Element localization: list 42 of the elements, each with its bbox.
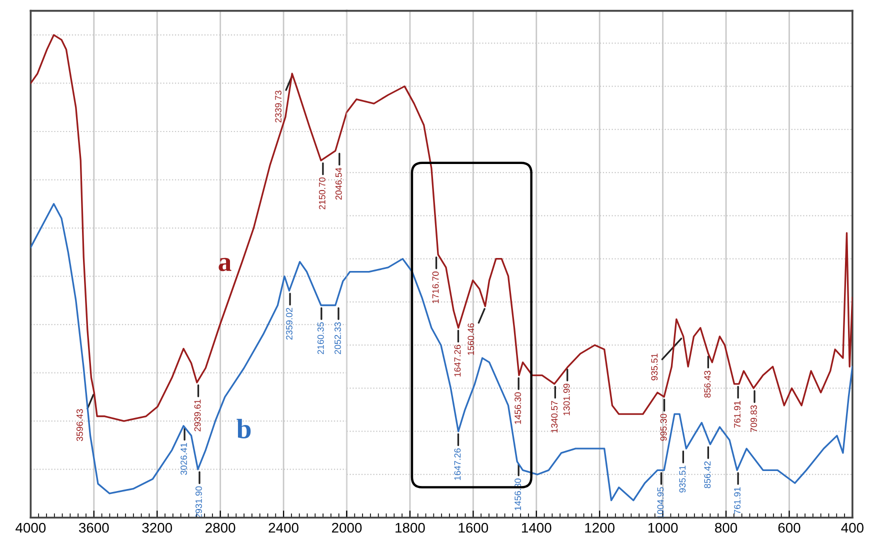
annotation: 2160.35: [317, 322, 324, 354]
annotation: 1647.26: [454, 344, 461, 376]
x-tick-label: 2400: [268, 522, 298, 533]
annotation: 1301.99: [563, 384, 570, 416]
annotation: 2359.02: [286, 308, 292, 340]
annotation: 709.83: [750, 405, 757, 432]
x-tick-label: 1400: [522, 522, 552, 533]
annotation: 2939.61: [194, 400, 201, 432]
series-label: a: [218, 258, 232, 272]
x-tick-label: 1000: [648, 522, 678, 533]
x-tick-label: 2800: [206, 522, 236, 533]
annotation: 761.91: [734, 401, 740, 428]
x-tick-label: 2000: [332, 522, 362, 533]
annotation: 856.43: [704, 370, 711, 398]
annotation: 2339.73: [275, 90, 282, 122]
annotation: 935.51: [651, 354, 658, 380]
annotation: 856.42: [704, 461, 711, 488]
x-tick-label: 1200: [585, 522, 615, 533]
annotation: 3026.41: [180, 443, 187, 475]
annotation: 1340.57: [551, 401, 558, 433]
annotation: 935.51: [679, 466, 686, 492]
x-tick-label: 1800: [396, 522, 425, 533]
annotation: 1560.46: [468, 323, 474, 355]
annotation: 2931.90: [196, 486, 202, 518]
annotation: 1456.30: [514, 392, 522, 424]
annotation: 1716.70: [432, 272, 439, 304]
annotation: 995.30: [660, 414, 667, 441]
annotation: 2052.33: [334, 322, 341, 354]
annotation: 1456.30: [514, 478, 522, 510]
x-tick-label: 3200: [142, 522, 172, 533]
annotation: 1647.26: [454, 448, 461, 480]
x-tick-label: 800: [715, 522, 738, 533]
annotation: 2150.70: [318, 177, 326, 210]
x-tick-label: 4000: [16, 522, 46, 533]
series-label: b: [236, 418, 251, 438]
annotation: 761.91: [734, 487, 740, 514]
x-tick-label: 1600: [458, 522, 488, 533]
x-tick-label: 400: [841, 522, 864, 533]
x-tick-label: 600: [778, 522, 800, 533]
annotation: 2046.54: [335, 168, 342, 200]
x-tick-label: 3600: [78, 522, 109, 533]
annotation: 3596.43: [76, 409, 83, 442]
